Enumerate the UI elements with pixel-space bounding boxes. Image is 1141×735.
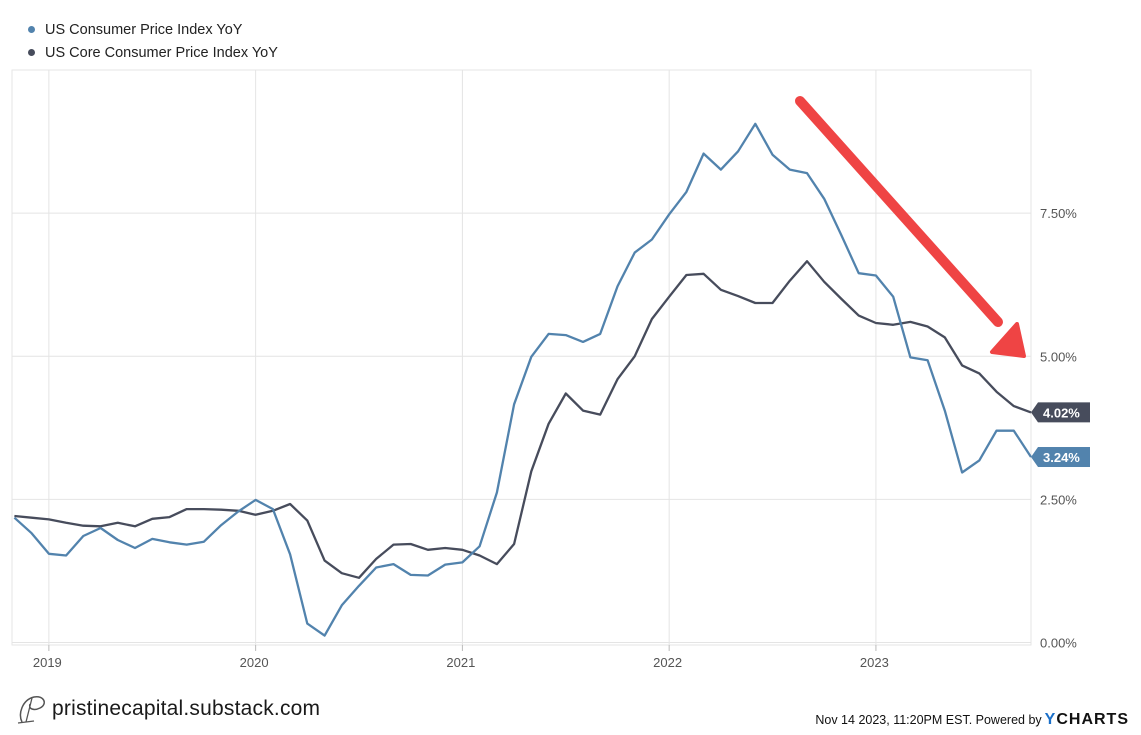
x-tick-label: 2022 bbox=[653, 655, 682, 670]
arrow-head bbox=[990, 322, 1026, 358]
legend-label-cpi: US Consumer Price Index YoY bbox=[45, 21, 243, 38]
x-tick-label: 2020 bbox=[240, 655, 269, 670]
ycharts-logo-y: Y bbox=[1044, 711, 1057, 728]
y-tick-label: 2.50% bbox=[1040, 492, 1077, 507]
y-tick-label: 5.00% bbox=[1040, 349, 1077, 364]
ycharts-logo[interactable]: YCHARTS bbox=[1045, 711, 1129, 729]
brand-logo-icon bbox=[17, 695, 45, 724]
end-label-pointer bbox=[1031, 402, 1038, 423]
series-line-core-cpi bbox=[14, 260, 1032, 579]
brand-url[interactable]: pristinecapital.substack.com bbox=[52, 697, 321, 720]
x-tick-label: 2019 bbox=[33, 655, 62, 670]
end-label-text: 3.24% bbox=[1043, 450, 1080, 465]
trend-arrow-annotation bbox=[795, 96, 1026, 358]
x-tick-label: 2021 bbox=[446, 655, 475, 670]
end-label-box bbox=[1038, 447, 1090, 468]
arrow-shaft bbox=[795, 96, 1003, 327]
end-label-pointer bbox=[1031, 447, 1038, 468]
x-tick-label: 2023 bbox=[860, 655, 889, 670]
end-label-text: 4.02% bbox=[1043, 405, 1080, 420]
series-line-cpi bbox=[13, 122, 1032, 637]
legend-label-core-cpi: US Core Consumer Price Index YoY bbox=[45, 44, 278, 61]
legend-item-core-cpi[interactable]: US Core Consumer Price Index YoY bbox=[28, 41, 278, 64]
source-footer: Nov 14 2023, 11:20PM EST. Powered by YCH… bbox=[815, 711, 1129, 729]
ycharts-logo-rest: CHARTS bbox=[1056, 711, 1129, 728]
legend-item-cpi[interactable]: US Consumer Price Index YoY bbox=[28, 18, 278, 41]
legend-marker-core-cpi bbox=[28, 49, 35, 56]
timestamp-text: Nov 14 2023, 11:20PM EST. Powered by bbox=[815, 713, 1042, 727]
end-label-cpi: 3.24% bbox=[1031, 447, 1090, 468]
y-tick-label: 7.50% bbox=[1040, 206, 1077, 221]
brand-footer: pristinecapital.substack.com bbox=[12, 692, 320, 726]
end-label-core-cpi: 4.02% bbox=[1031, 402, 1090, 423]
y-tick-label: 0.00% bbox=[1040, 636, 1077, 651]
plot-area bbox=[11, 69, 1032, 646]
end-label-box bbox=[1038, 402, 1090, 423]
chart-legend: US Consumer Price Index YoY US Core Cons… bbox=[28, 18, 278, 64]
legend-marker-cpi bbox=[28, 26, 35, 33]
